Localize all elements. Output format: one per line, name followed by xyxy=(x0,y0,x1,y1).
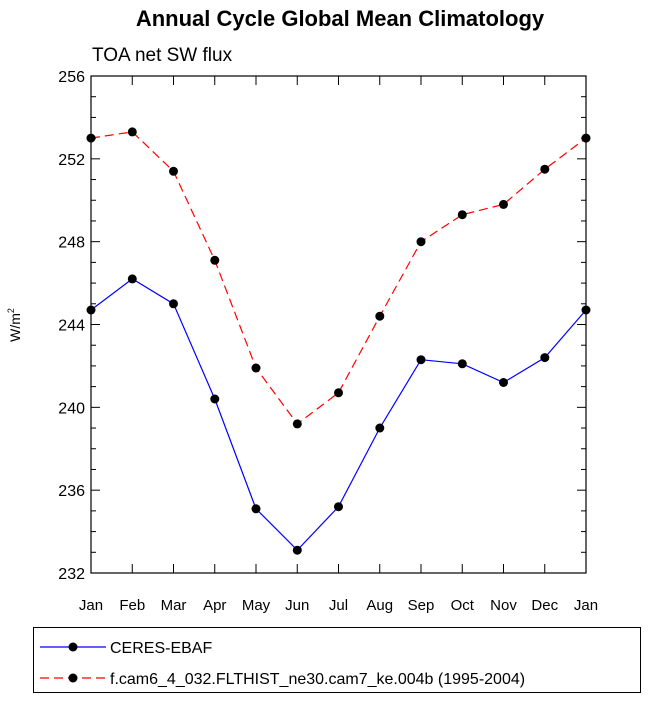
y-axis-label-superscript: 2 xyxy=(6,308,16,313)
y-tick-label: 240 xyxy=(58,400,85,417)
series-layer xyxy=(86,127,591,555)
x-tick-label: Sep xyxy=(408,597,435,614)
data-point xyxy=(169,166,178,176)
series-line-2 xyxy=(90,131,587,425)
x-tick-label: Mar xyxy=(161,597,187,614)
series-2 xyxy=(86,127,591,429)
legend-marker-2 xyxy=(68,673,78,683)
y-tick-label: 236 xyxy=(58,483,85,500)
legend-marker-1 xyxy=(68,642,78,652)
data-point xyxy=(210,394,220,404)
x-tick-labels: Jan Feb Mar Apr May Jun Jul Aug Sep Oct Nov Dec Jan xyxy=(79,597,598,614)
x-tick-label: May xyxy=(242,597,271,614)
data-point xyxy=(169,299,178,309)
data-point xyxy=(334,388,343,398)
chart-title: Annual Cycle Global Mean Climatology xyxy=(135,6,545,31)
data-point xyxy=(416,237,426,247)
x-tick-label: Oct xyxy=(451,597,475,614)
x-tick-label: Jun xyxy=(285,597,309,614)
data-point xyxy=(127,274,137,284)
x-tick-label: Jan xyxy=(574,597,598,614)
data-point xyxy=(499,199,508,209)
data-point xyxy=(292,419,302,429)
plot-frame xyxy=(90,75,587,574)
y-tick-label: 244 xyxy=(58,318,85,335)
legend-box xyxy=(33,627,641,693)
y-tick-labels: 232 236 240 244 248 252 256 xyxy=(58,69,85,583)
data-point xyxy=(540,353,550,363)
legend-label-1: CERES-EBAF xyxy=(110,640,212,657)
data-point xyxy=(127,127,137,137)
y-tick-label: 248 xyxy=(58,235,85,252)
y-tick-label: 232 xyxy=(58,566,85,583)
y-tick-label: 252 xyxy=(58,152,85,169)
data-point xyxy=(457,359,467,369)
legend-entry-2: f.cam6_4_032.FLTHIST_ne30.cam7_ke.004b (… xyxy=(40,671,525,688)
chart-subtitle: TOA net SW flux xyxy=(92,45,233,66)
major-ticks xyxy=(90,75,587,574)
x-tick-label: Dec xyxy=(531,597,558,614)
data-point xyxy=(540,164,550,174)
x-tick-label: Jan xyxy=(79,597,103,614)
y-axis-label-text: W/m xyxy=(7,313,23,342)
x-tick-label: Aug xyxy=(366,597,393,614)
legend-entry-1: CERES-EBAF xyxy=(40,640,212,657)
data-point xyxy=(375,423,385,433)
minor-ticks xyxy=(91,96,586,553)
x-tick-label: Feb xyxy=(119,597,145,614)
legend-label-2: f.cam6_4_032.FLTHIST_ne30.cam7_ke.004b (… xyxy=(110,671,525,688)
data-point xyxy=(416,355,426,365)
data-point xyxy=(375,311,385,321)
x-tick-label: Jul xyxy=(329,597,348,614)
data-point xyxy=(251,504,261,514)
data-point xyxy=(457,210,467,220)
data-point xyxy=(251,363,261,373)
data-point xyxy=(292,545,302,555)
x-tick-label: Nov xyxy=(490,597,517,614)
series-1 xyxy=(86,274,591,555)
data-point xyxy=(334,502,343,512)
y-tick-label: 256 xyxy=(58,69,85,86)
data-point xyxy=(210,255,220,265)
data-point xyxy=(499,378,508,387)
x-tick-label: Apr xyxy=(203,597,226,614)
y-axis-label: W/m2 xyxy=(6,308,23,342)
